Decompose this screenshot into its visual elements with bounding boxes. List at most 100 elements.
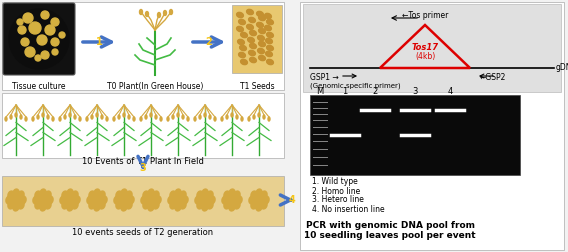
Ellipse shape xyxy=(226,115,228,119)
Ellipse shape xyxy=(87,196,93,204)
Ellipse shape xyxy=(116,201,122,209)
Ellipse shape xyxy=(18,191,24,199)
Ellipse shape xyxy=(146,196,152,204)
Ellipse shape xyxy=(177,113,179,117)
Circle shape xyxy=(9,9,69,69)
FancyBboxPatch shape xyxy=(232,5,282,73)
Ellipse shape xyxy=(257,22,264,28)
Ellipse shape xyxy=(175,203,181,211)
Ellipse shape xyxy=(249,43,256,49)
Circle shape xyxy=(21,38,29,46)
Ellipse shape xyxy=(265,13,272,19)
Ellipse shape xyxy=(254,196,260,204)
Ellipse shape xyxy=(15,113,17,117)
Text: (Genomic specific primer): (Genomic specific primer) xyxy=(310,83,400,89)
Text: 1. Wild type: 1. Wild type xyxy=(312,177,358,186)
Ellipse shape xyxy=(263,115,265,119)
Ellipse shape xyxy=(16,196,22,204)
Ellipse shape xyxy=(209,196,215,204)
Ellipse shape xyxy=(92,196,98,204)
FancyBboxPatch shape xyxy=(303,4,561,92)
Ellipse shape xyxy=(214,117,216,121)
Ellipse shape xyxy=(256,203,262,211)
Ellipse shape xyxy=(237,12,244,18)
Ellipse shape xyxy=(10,115,12,119)
Text: Tissue culture: Tissue culture xyxy=(12,82,66,91)
Ellipse shape xyxy=(205,196,211,204)
Text: 2: 2 xyxy=(373,87,378,97)
Ellipse shape xyxy=(143,201,149,209)
Text: GSP1 →: GSP1 → xyxy=(310,74,339,82)
Ellipse shape xyxy=(202,189,208,197)
Ellipse shape xyxy=(140,117,142,121)
Ellipse shape xyxy=(258,55,265,61)
Ellipse shape xyxy=(119,196,125,204)
Ellipse shape xyxy=(60,196,66,204)
Ellipse shape xyxy=(155,115,157,119)
Ellipse shape xyxy=(143,191,149,199)
Circle shape xyxy=(41,11,49,19)
Ellipse shape xyxy=(79,117,81,121)
Ellipse shape xyxy=(251,191,257,199)
Ellipse shape xyxy=(234,201,240,209)
Text: 1: 1 xyxy=(343,87,348,97)
Ellipse shape xyxy=(258,28,265,34)
Ellipse shape xyxy=(40,203,46,211)
Ellipse shape xyxy=(207,191,213,199)
Ellipse shape xyxy=(67,189,73,197)
Ellipse shape xyxy=(13,203,19,211)
Ellipse shape xyxy=(169,10,173,15)
Ellipse shape xyxy=(266,32,273,38)
Text: T0 Plant(In Green House): T0 Plant(In Green House) xyxy=(107,82,203,91)
Text: 10 events seeds of T2 generation: 10 events seeds of T2 generation xyxy=(73,228,214,237)
Ellipse shape xyxy=(182,115,184,119)
Ellipse shape xyxy=(148,203,154,211)
Ellipse shape xyxy=(204,113,206,117)
Ellipse shape xyxy=(153,201,159,209)
Ellipse shape xyxy=(70,196,76,204)
Text: 10 Events of T1 Plant In Field: 10 Events of T1 Plant In Field xyxy=(82,157,204,166)
Ellipse shape xyxy=(86,117,88,121)
Ellipse shape xyxy=(126,191,132,199)
Text: Tos17: Tos17 xyxy=(411,44,438,52)
Text: 2. Homo line: 2. Homo line xyxy=(312,186,360,196)
Ellipse shape xyxy=(35,201,41,209)
Text: ←Tos primer: ←Tos primer xyxy=(402,11,448,19)
Circle shape xyxy=(51,18,59,26)
Ellipse shape xyxy=(224,201,230,209)
Text: 3: 3 xyxy=(140,163,147,173)
Ellipse shape xyxy=(160,117,162,121)
Ellipse shape xyxy=(199,115,201,119)
Ellipse shape xyxy=(240,45,247,51)
Ellipse shape xyxy=(249,50,256,56)
Ellipse shape xyxy=(74,115,76,119)
Ellipse shape xyxy=(148,189,154,197)
Ellipse shape xyxy=(258,48,264,54)
Ellipse shape xyxy=(65,196,71,204)
Ellipse shape xyxy=(141,196,147,204)
Ellipse shape xyxy=(128,115,130,119)
Ellipse shape xyxy=(121,189,127,197)
FancyBboxPatch shape xyxy=(3,3,75,75)
Ellipse shape xyxy=(74,196,80,204)
Ellipse shape xyxy=(168,196,174,204)
Ellipse shape xyxy=(248,117,250,121)
Ellipse shape xyxy=(227,196,233,204)
Circle shape xyxy=(52,49,58,55)
Ellipse shape xyxy=(170,201,176,209)
Ellipse shape xyxy=(237,39,244,45)
Ellipse shape xyxy=(221,117,223,121)
Ellipse shape xyxy=(126,201,132,209)
Ellipse shape xyxy=(121,203,127,211)
Ellipse shape xyxy=(164,11,166,16)
Ellipse shape xyxy=(6,196,12,204)
Ellipse shape xyxy=(35,191,41,199)
Ellipse shape xyxy=(180,191,186,199)
Ellipse shape xyxy=(170,191,176,199)
Text: 10 seedling leaves pool per event: 10 seedling leaves pool per event xyxy=(304,231,476,239)
Ellipse shape xyxy=(25,117,27,121)
Ellipse shape xyxy=(150,113,152,117)
Circle shape xyxy=(59,32,65,38)
Ellipse shape xyxy=(94,189,100,197)
Ellipse shape xyxy=(114,196,120,204)
